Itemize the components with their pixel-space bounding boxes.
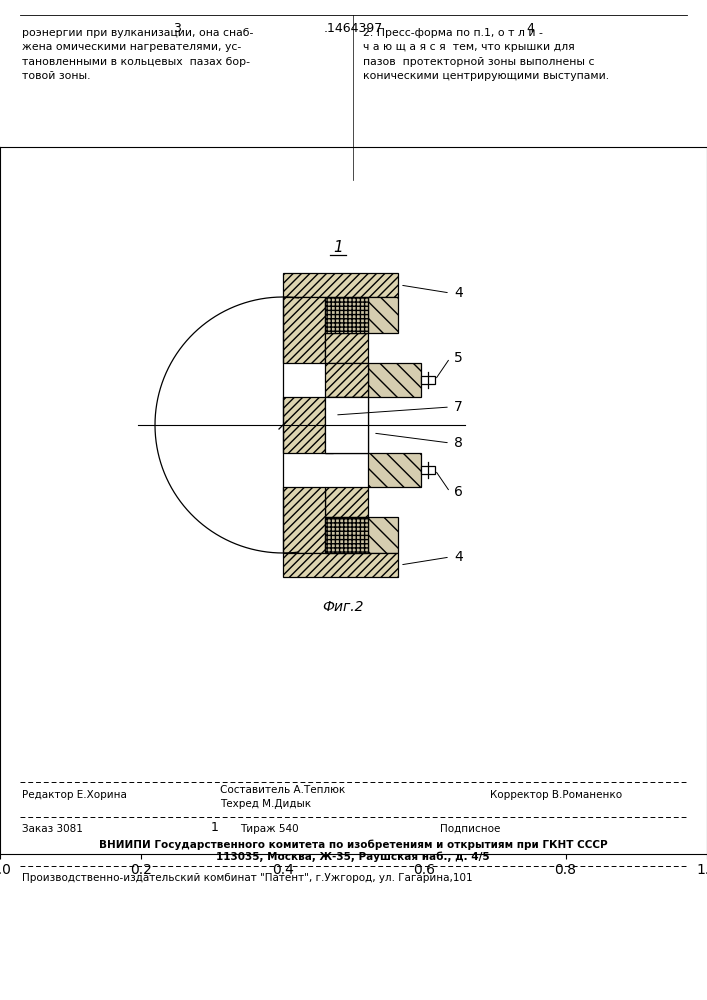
Polygon shape: [325, 333, 368, 363]
Polygon shape: [283, 487, 325, 553]
Text: 6: 6: [454, 485, 463, 499]
Text: 4: 4: [454, 286, 463, 300]
Polygon shape: [368, 297, 398, 333]
Bar: [325, 397, 368, 453]
Polygon shape: [368, 363, 421, 397]
Polygon shape: [368, 517, 398, 553]
Text: 2. Пресс-форма по п.1, о т л и -
ч а ю щ а я с я  тем, что крышки для
пазов  про: 2. Пресс-форма по п.1, о т л и - ч а ю щ…: [363, 28, 609, 81]
Text: Редактор Е.Хорина: Редактор Е.Хорина: [22, 790, 127, 800]
Text: Заказ 3081: Заказ 3081: [22, 824, 83, 834]
Text: 3: 3: [173, 22, 181, 35]
Text: 1: 1: [333, 240, 343, 255]
Text: 1: 1: [211, 821, 219, 834]
Text: ВНИИПИ Государственного комитета по изобретениям и открытиям при ГКНТ СССР: ВНИИПИ Государственного комитета по изоб…: [99, 839, 607, 850]
Text: 8: 8: [454, 436, 463, 450]
Polygon shape: [283, 297, 325, 363]
Bar: [421, 376, 435, 384]
Text: Подписное: Подписное: [440, 824, 501, 834]
Text: .1464397: .1464397: [323, 22, 382, 35]
Text: 4: 4: [454, 550, 463, 564]
Text: 4: 4: [526, 22, 534, 35]
Text: роэнергии при вулканизации, она снаб-
жена омическими нагревателями, ус-
тановле: роэнергии при вулканизации, она снаб- же…: [22, 28, 253, 81]
Polygon shape: [325, 363, 368, 397]
Text: Производственно-издательский комбинат "Патент", г.Ужгород, ул. Гагарина,101: Производственно-издательский комбинат "П…: [22, 873, 472, 883]
Polygon shape: [325, 397, 368, 453]
Bar: [325, 517, 368, 553]
Polygon shape: [283, 397, 333, 453]
Text: 5: 5: [454, 351, 463, 365]
Bar: [421, 466, 435, 474]
Polygon shape: [325, 487, 368, 517]
Bar: [325, 297, 368, 333]
Text: Составитель А.Теплюк
Техред М.Дидык: Составитель А.Теплюк Техред М.Дидык: [220, 785, 345, 809]
Text: 7: 7: [454, 400, 463, 414]
Polygon shape: [155, 297, 298, 553]
Text: Фиг.2: Фиг.2: [322, 600, 363, 614]
Text: Корректор В.Романенко: Корректор В.Романенко: [490, 790, 622, 800]
Text: Тираж 540: Тираж 540: [240, 824, 298, 834]
Polygon shape: [368, 453, 421, 487]
Polygon shape: [283, 273, 398, 297]
Text: 113035, Москва, Ж-35, Раушская наб., д. 4/5: 113035, Москва, Ж-35, Раушская наб., д. …: [216, 852, 490, 862]
Polygon shape: [283, 553, 398, 577]
